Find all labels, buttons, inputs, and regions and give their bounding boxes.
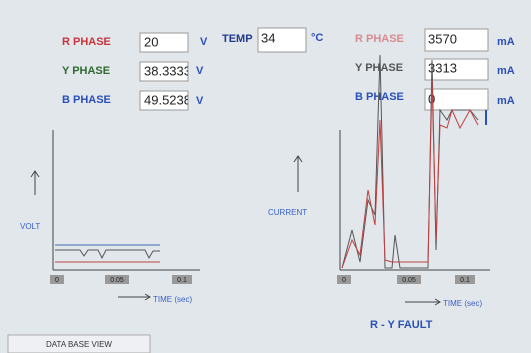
tab-label: DATA BASE VIEW xyxy=(46,340,112,349)
unit: mA xyxy=(497,36,515,48)
unit: V xyxy=(196,65,204,77)
label: B PHASE xyxy=(355,91,404,103)
unit: V xyxy=(196,95,204,107)
page: R PHASE 20 V Y PHASE 38.3333 V B PHASE 4… xyxy=(0,0,531,353)
unit: mA xyxy=(497,65,515,77)
y-label: VOLT xyxy=(20,222,40,231)
label: R PHASE xyxy=(62,36,111,48)
x-tick-label: 0 xyxy=(55,277,59,284)
x-tick-label: 0.1 xyxy=(177,277,187,284)
value: 38.3333 xyxy=(144,63,191,78)
value: 49.5238 xyxy=(144,92,191,107)
y-label: CURRENT xyxy=(268,208,307,217)
label: TEMP xyxy=(222,33,253,45)
x-tick-label: 0 xyxy=(342,277,346,284)
unit: °C xyxy=(311,32,323,44)
label: B PHASE xyxy=(62,94,111,106)
status: R - Y FAULT xyxy=(370,319,433,331)
value: 34 xyxy=(261,30,275,45)
x-tick-label: 0.05 xyxy=(402,277,416,284)
unit: V xyxy=(200,36,208,48)
value: 20 xyxy=(144,34,158,49)
x-label: TIME (sec) xyxy=(153,295,192,304)
label: Y PHASE xyxy=(62,65,110,77)
x-tick-label: 0.05 xyxy=(110,277,124,284)
unit: mA xyxy=(497,95,515,107)
front-panel: R PHASE 20 V Y PHASE 38.3333 V B PHASE 4… xyxy=(0,0,531,353)
label: R PHASE xyxy=(355,33,404,45)
x-tick-label: 0.1 xyxy=(460,277,470,284)
x-label: TIME (sec) xyxy=(443,299,482,308)
value: 3570 xyxy=(428,31,457,46)
